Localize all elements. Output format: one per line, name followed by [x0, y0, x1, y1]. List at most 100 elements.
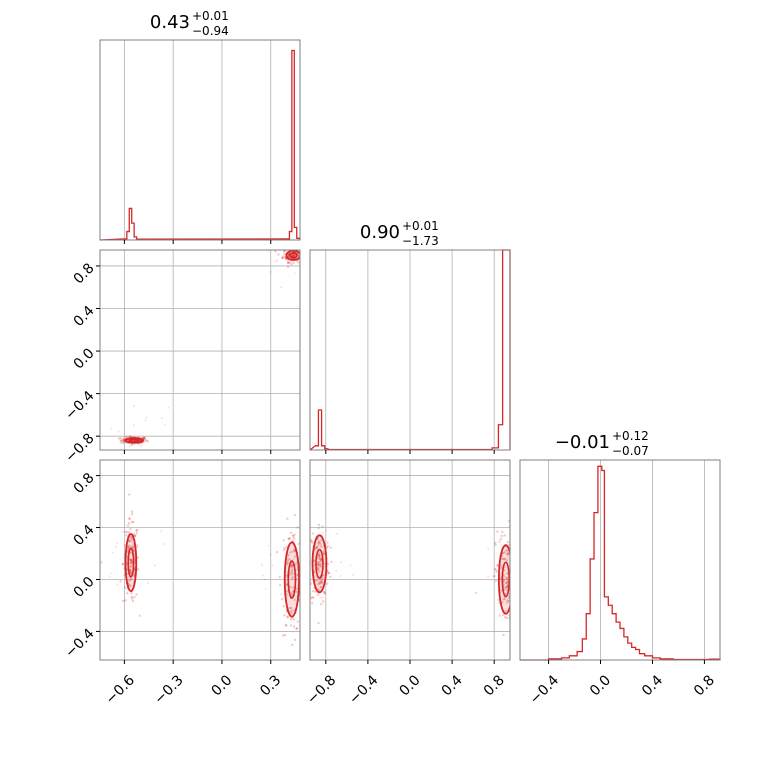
scatter-point [286, 615, 290, 618]
scatter-point [315, 546, 318, 549]
scatter-point [301, 258, 303, 260]
scatter-point [291, 568, 294, 572]
scatter-point [487, 547, 490, 550]
scatter-point [127, 493, 131, 496]
scatter-point [504, 615, 507, 619]
scatter-point [297, 542, 300, 545]
scatter-point [313, 560, 316, 563]
scatter-point [502, 574, 506, 578]
scatter-point [290, 263, 293, 266]
scatter-point [510, 606, 512, 608]
scatter-point [135, 544, 139, 547]
scatter-point [315, 546, 318, 549]
x-tick-label: −0.8 [304, 672, 339, 707]
scatter-point [292, 586, 295, 589]
scatter-point [317, 553, 320, 556]
scatter-point [288, 536, 292, 540]
x-tick-label: 0.8 [691, 672, 718, 699]
scatter-point [130, 563, 133, 566]
scatter-point [303, 251, 305, 253]
density-contour [287, 560, 297, 599]
x-tick-label: −0.3 [151, 672, 186, 707]
scatter-point [314, 546, 317, 549]
scatter-point [505, 616, 509, 620]
panel-frame [99, 459, 301, 661]
scatter-point [130, 560, 133, 564]
scatter-point [130, 559, 133, 562]
scatter-point [291, 550, 294, 553]
scatter-point [317, 621, 320, 625]
scatter-point [121, 438, 125, 442]
histogram-step [309, 249, 511, 451]
scatter-point [303, 560, 305, 562]
scatter-point [317, 554, 321, 558]
scatter-point [142, 436, 146, 440]
scatter-point [311, 590, 315, 593]
scatter-point [290, 573, 293, 576]
scatter-point [122, 437, 126, 440]
scatter-point [322, 552, 326, 556]
scatter-point [352, 573, 355, 576]
scatter-point [507, 551, 510, 555]
scatter-point [310, 538, 313, 542]
scatter-point [130, 520, 134, 524]
scatter-point [128, 561, 132, 565]
scatter-point [292, 254, 296, 258]
scatter-point [318, 541, 321, 545]
scatter-point [325, 529, 328, 532]
scatter-point [293, 598, 296, 602]
scatter-point [121, 562, 125, 566]
scatter-point [117, 456, 119, 458]
scatter-point [320, 545, 323, 548]
scatter-point [284, 623, 287, 627]
scatter-point [306, 261, 308, 263]
scatter-point [274, 260, 277, 263]
scatter-point [506, 580, 509, 583]
y-tick-label: 0.4 [71, 522, 98, 549]
scatter-point [304, 255, 306, 257]
scatter-point [318, 562, 322, 566]
scatter-point [129, 535, 133, 539]
scatter-point [301, 254, 303, 256]
scatter-point [322, 531, 325, 534]
scatter-point [118, 437, 121, 440]
y-tick-label: 0.0 [71, 345, 98, 372]
scatter-point [302, 251, 304, 253]
panel-title-sup: +0.12 [612, 429, 649, 443]
scatter-point [291, 577, 294, 580]
scatter-point [293, 638, 297, 642]
scatter-point [285, 624, 288, 627]
scatter-point [314, 575, 317, 578]
scatter-point [511, 583, 513, 585]
scatter-point [303, 542, 305, 544]
scatter-point [340, 561, 343, 564]
scatter-point [513, 595, 515, 597]
scatter-point [504, 566, 507, 569]
scatter-point [502, 580, 506, 583]
scatter-point [132, 520, 135, 524]
scatter-point [108, 575, 111, 578]
scatter-point [317, 570, 321, 573]
scatter-point [133, 424, 136, 427]
scatter-point [114, 545, 117, 548]
scatter-point [310, 269, 312, 271]
scatter-point [130, 510, 134, 513]
scatter-point [535, 557, 537, 559]
scatter-point [512, 562, 514, 564]
scatter-point [291, 534, 295, 537]
scatter-point [124, 530, 127, 534]
scatter-point [310, 602, 314, 605]
scatter-point [121, 599, 125, 603]
scatter-point [506, 584, 509, 587]
scatter-point [289, 618, 293, 621]
scatter-point [301, 254, 303, 256]
scatter-point [288, 558, 292, 561]
scatter-point [138, 614, 141, 618]
scatter-point [502, 633, 505, 637]
scatter-point [506, 585, 509, 589]
scatter-point [283, 250, 286, 253]
scatter-point [127, 583, 131, 586]
scatter-point [319, 558, 322, 561]
scatter-point [285, 583, 288, 586]
scatter-point [124, 599, 127, 602]
